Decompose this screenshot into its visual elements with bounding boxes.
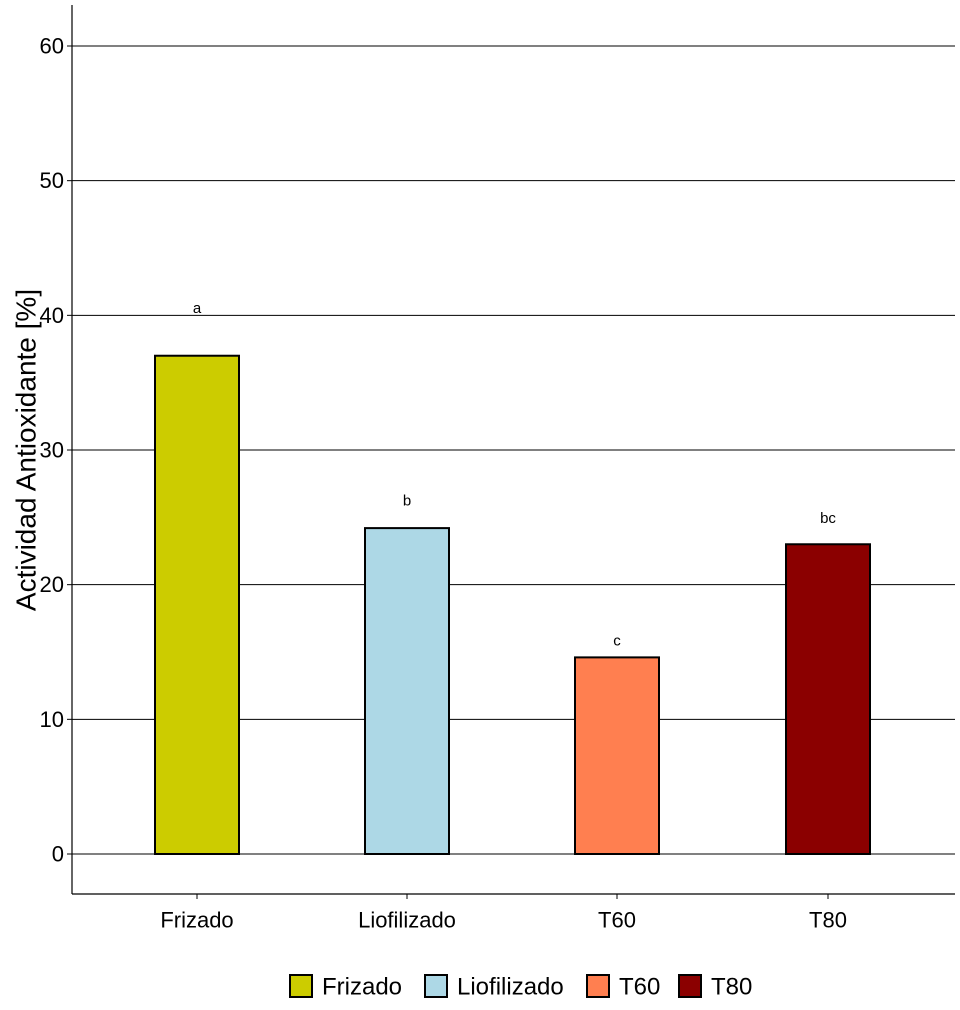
significance-label: c — [613, 633, 621, 650]
bar-frizado — [154, 354, 240, 855]
significance-label: b — [403, 493, 411, 510]
legend-swatch — [424, 974, 448, 998]
x-tick-label: Frizado — [160, 908, 233, 933]
legend-label: T80 — [711, 974, 752, 1001]
y-tick-label: 10 — [40, 707, 64, 732]
legend-swatch — [289, 974, 313, 998]
y-tick-label: 40 — [40, 303, 64, 328]
x-ticks: Frizado Liofilizado T60 T80 — [160, 894, 847, 933]
y-tick-label: 0 — [52, 842, 64, 867]
y-tick-label: 50 — [40, 168, 64, 193]
legend-swatch — [586, 974, 610, 998]
bar-t60 — [574, 656, 660, 855]
bars — [154, 354, 871, 856]
legend-label: T60 — [619, 974, 660, 1001]
y-tick-label: 30 — [40, 438, 64, 463]
legend: Frizado Liofilizado T60 T80 — [289, 974, 752, 1001]
significance-label: bc — [820, 510, 836, 527]
x-tick-label: T60 — [598, 908, 636, 933]
legend-swatch — [678, 974, 702, 998]
y-tick-label: 60 — [40, 34, 64, 59]
x-tick-label: Liofilizado — [358, 908, 456, 933]
x-tick-label: T80 — [809, 908, 847, 933]
y-axis-title: Actividad Antioxidante [%] — [10, 289, 41, 611]
y-ticks: 0 10 20 30 40 50 60 — [40, 34, 72, 867]
legend-label: Frizado — [322, 974, 402, 1001]
legend-label: Liofilizado — [457, 974, 564, 1001]
bar-t80 — [785, 543, 871, 855]
bar-liofilizado — [364, 527, 450, 856]
y-tick-label: 20 — [40, 572, 64, 597]
significance-label: a — [193, 300, 202, 317]
